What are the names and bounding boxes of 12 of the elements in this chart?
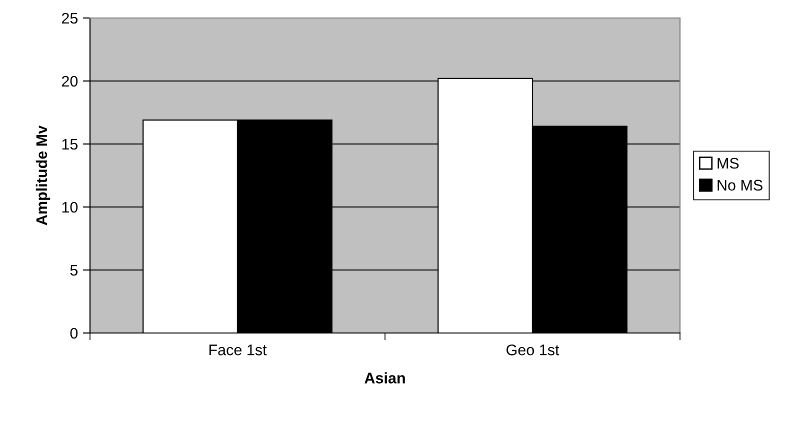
y-tick-label: 5 xyxy=(70,265,78,276)
y-axis-title: Amplitude Mv xyxy=(36,125,50,226)
x-axis-title: Asian xyxy=(364,372,405,384)
x-tick-label: Face 1st xyxy=(209,344,267,356)
y-tick-label: 15 xyxy=(62,139,78,150)
y-tick-label: 25 xyxy=(62,12,78,24)
y-tick-label: 20 xyxy=(62,76,78,87)
y-tick-label: 0 xyxy=(70,328,78,339)
legend-label: No MS xyxy=(718,180,762,191)
x-tick-label: Geo 1st xyxy=(506,344,560,356)
legend-label: MS xyxy=(718,158,739,169)
y-tick-label: 10 xyxy=(62,202,78,213)
